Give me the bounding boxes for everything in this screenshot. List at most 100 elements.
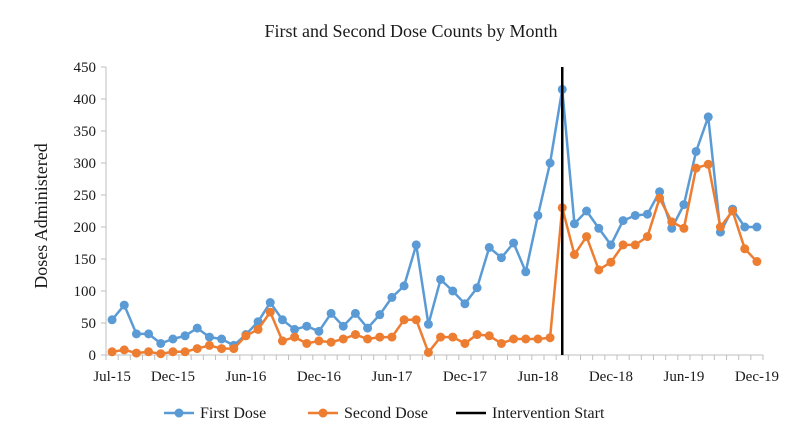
x-tick-label: Dec-19 xyxy=(735,369,779,385)
data-point xyxy=(752,257,762,267)
axes: 0 50 100 150 200 250 300 350 400 450 Jul-15 Dec-15 J… xyxy=(74,60,779,385)
data-point xyxy=(302,321,312,331)
x-tick-label: Jul-15 xyxy=(93,369,131,385)
data-point xyxy=(679,200,689,210)
data-point xyxy=(618,216,628,226)
data-point xyxy=(217,334,227,344)
data-point xyxy=(423,319,433,329)
data-point xyxy=(545,333,555,343)
data-point xyxy=(484,331,494,341)
y-axis-title: Doses Administered xyxy=(31,143,51,289)
data-point xyxy=(290,324,300,334)
legend-item: Intervention Start xyxy=(456,405,605,422)
y-tick-label: 450 xyxy=(74,60,97,76)
data-point xyxy=(533,334,543,344)
data-point xyxy=(642,209,652,219)
x-tick-label: Dec-15 xyxy=(151,369,195,385)
data-point xyxy=(423,347,433,357)
data-point xyxy=(375,310,385,320)
data-point xyxy=(350,330,360,340)
data-point xyxy=(728,206,738,216)
data-point xyxy=(533,210,543,220)
data-point xyxy=(119,345,129,355)
y-tick-label: 250 xyxy=(74,188,97,204)
y-tick-label: 0 xyxy=(89,348,97,364)
data-point xyxy=(630,240,640,250)
data-point xyxy=(338,334,348,344)
data-point xyxy=(156,349,166,359)
data-point xyxy=(277,336,287,346)
data-point xyxy=(387,332,397,342)
data-point xyxy=(399,281,409,291)
data-point xyxy=(569,250,579,260)
data-point xyxy=(326,308,336,318)
data-point xyxy=(302,338,312,348)
data-point xyxy=(107,347,117,357)
legend-item: First Dose xyxy=(164,405,266,422)
data-point xyxy=(460,299,470,309)
data-point xyxy=(667,217,677,227)
data-point xyxy=(630,210,640,220)
data-point xyxy=(618,240,628,250)
data-point xyxy=(144,329,154,339)
data-point xyxy=(338,321,348,331)
data-point xyxy=(241,331,251,341)
x-tick-label: Jun-18 xyxy=(517,369,558,385)
series-line xyxy=(111,88,757,347)
data-point xyxy=(642,232,652,242)
data-point xyxy=(521,334,531,344)
data-point xyxy=(594,223,604,233)
data-point xyxy=(606,257,616,267)
data-point xyxy=(290,332,300,342)
x-tick-label: Jun-16 xyxy=(225,369,266,385)
data-point xyxy=(107,315,117,325)
data-point xyxy=(363,334,373,344)
data-point xyxy=(144,347,154,357)
y-tick-label: 50 xyxy=(81,316,96,332)
y-tick-label: 300 xyxy=(74,156,97,172)
data-point xyxy=(180,347,190,357)
data-point xyxy=(253,324,263,334)
data-point xyxy=(448,332,458,342)
series-layer xyxy=(107,67,762,359)
data-point xyxy=(703,112,713,122)
data-point xyxy=(277,315,287,325)
data-point xyxy=(314,336,324,346)
data-point xyxy=(715,222,725,232)
data-point xyxy=(472,330,482,340)
data-point xyxy=(204,332,214,342)
data-point xyxy=(582,232,592,242)
data-point xyxy=(509,334,519,344)
chart-title: First and Second Dose Counts by Month xyxy=(264,21,557,41)
data-point xyxy=(655,187,665,197)
data-point xyxy=(217,344,227,354)
data-point xyxy=(314,326,324,336)
data-point xyxy=(667,223,677,233)
series-1 xyxy=(107,159,762,359)
data-point xyxy=(387,292,397,302)
data-point xyxy=(131,329,141,339)
data-point xyxy=(496,338,506,348)
data-point xyxy=(192,344,202,354)
data-point xyxy=(594,265,604,275)
data-point xyxy=(740,244,750,254)
legend-item: Second Dose xyxy=(308,405,428,422)
data-point xyxy=(448,286,458,296)
y-tick-label: 350 xyxy=(74,124,97,140)
series-0 xyxy=(107,84,762,350)
data-point xyxy=(411,315,421,325)
data-point xyxy=(691,146,701,156)
data-point xyxy=(131,348,141,358)
x-tick-label: Dec-18 xyxy=(589,369,633,385)
data-point xyxy=(703,159,713,169)
data-point xyxy=(509,238,519,248)
y-tick-label: 200 xyxy=(74,220,97,236)
data-point xyxy=(740,222,750,232)
data-point xyxy=(691,163,701,173)
data-point xyxy=(496,253,506,263)
data-point xyxy=(582,206,592,216)
data-point xyxy=(253,317,263,327)
data-point xyxy=(436,332,446,342)
